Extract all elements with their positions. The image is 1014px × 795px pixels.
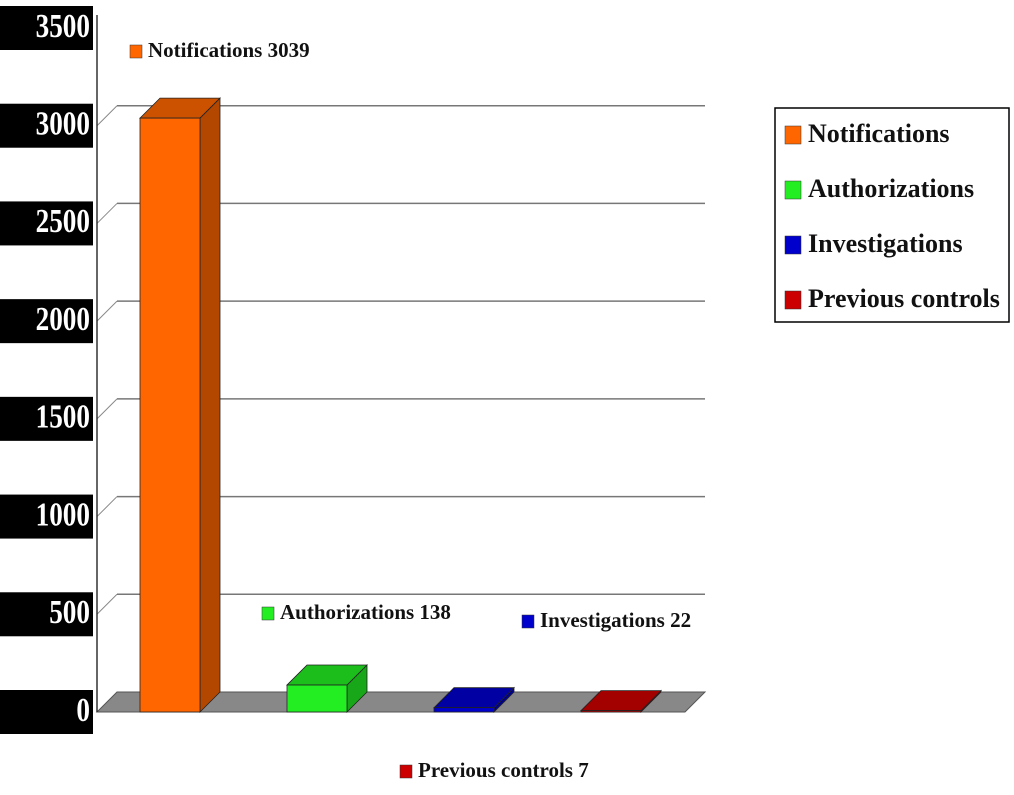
- data-label-swatch: [129, 44, 143, 59]
- data-label: Authorizations 138: [280, 600, 451, 624]
- tick-label-bg: [0, 201, 93, 246]
- data-label-swatch: [521, 614, 535, 629]
- bar: [286, 684, 348, 713]
- legend-swatch: [784, 125, 802, 145]
- tick-label-bg: [0, 494, 93, 539]
- grid-line: [96, 203, 118, 224]
- y-tick-label: 2500: [36, 202, 90, 240]
- legend-label: Notifications: [808, 119, 950, 148]
- bar: [433, 707, 495, 713]
- y-tick-label: 1000: [36, 496, 90, 534]
- legend-box: [774, 107, 1010, 323]
- legend-label: Investigations: [808, 229, 963, 258]
- data-label: Investigations 22: [540, 608, 691, 632]
- tick-label-bg: [0, 6, 93, 50]
- data-label-swatch: [261, 606, 275, 621]
- tick-label-bg: [0, 690, 93, 734]
- bar: [580, 710, 642, 713]
- legend-label: Previous controls: [808, 284, 1000, 313]
- y-tick-label: 0: [76, 691, 90, 729]
- y-tick-label: 1500: [36, 398, 90, 436]
- y-tick-label: 3000: [36, 105, 90, 143]
- legend-swatch: [784, 290, 802, 310]
- grid-line: [96, 300, 118, 322]
- bar: [139, 117, 201, 713]
- grid-line: [96, 398, 118, 420]
- y-tick-label: 3500: [36, 7, 90, 45]
- data-label: Previous controls 7: [418, 758, 589, 782]
- tick-label-bg: [0, 103, 93, 148]
- data-label-swatch: [399, 764, 413, 779]
- tick-label-bg: [0, 299, 93, 344]
- y-tick-label: 500: [49, 593, 90, 631]
- grid-line: [96, 496, 118, 517]
- bar-side: [199, 97, 221, 713]
- legend-swatch: [784, 235, 802, 255]
- grid-line: [96, 105, 118, 127]
- y-tick-label: 2000: [36, 300, 90, 338]
- legend-swatch: [784, 180, 802, 200]
- tick-label-bg: [0, 592, 93, 637]
- data-label: Notifications 3039: [148, 38, 310, 62]
- tick-label-bg: [0, 396, 93, 441]
- legend-label: Authorizations: [808, 174, 974, 203]
- grid-line: [96, 593, 118, 615]
